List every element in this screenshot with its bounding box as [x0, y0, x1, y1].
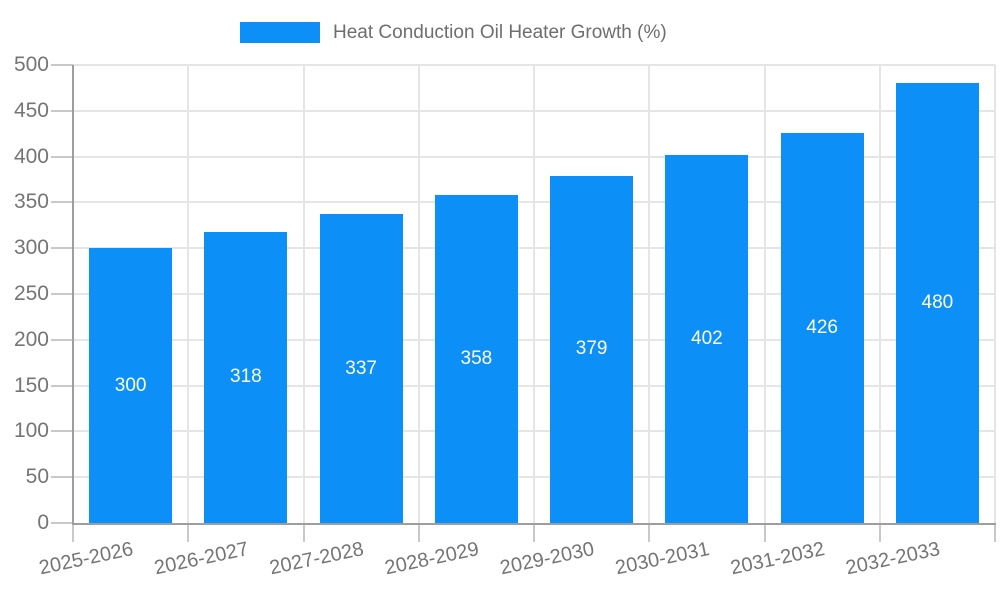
y-tick-label: 0 — [37, 511, 49, 534]
x-tick-mark — [994, 523, 996, 542]
y-tick-label: 250 — [13, 282, 49, 305]
x-tick-mark — [72, 523, 74, 542]
legend-swatch[interactable] — [240, 22, 320, 43]
x-tick-mark — [417, 523, 420, 542]
y-tick-label: 150 — [13, 373, 49, 397]
y-tick-label: 500 — [13, 53, 49, 76]
bar[interactable]: 300 — [89, 248, 173, 523]
bar-value-label: 300 — [114, 374, 147, 396]
y-axis-line — [72, 65, 74, 525]
bar-value-label: 337 — [345, 357, 377, 379]
gridline-vertical — [648, 65, 651, 523]
bar-value-label: 402 — [691, 327, 723, 349]
y-tick-label: 50 — [25, 465, 49, 489]
y-tick-mark — [51, 384, 73, 387]
y-tick-mark — [51, 201, 73, 204]
y-tick-mark — [51, 155, 73, 158]
gridline-vertical — [763, 65, 766, 523]
x-tick-mark — [878, 523, 881, 542]
legend-label: Heat Conduction Oil Heater Growth (%) — [333, 22, 667, 43]
y-tick-mark — [51, 338, 73, 341]
y-tick-mark — [51, 64, 73, 66]
x-axis-line — [72, 523, 996, 525]
x-tick-mark — [533, 523, 535, 542]
y-tick-mark — [51, 476, 73, 479]
plot-area: 300 318 337 358 379 402 426 480 — [73, 64, 996, 523]
bar[interactable]: 337 — [319, 214, 403, 523]
bar-value-label: 318 — [230, 366, 262, 388]
x-tick-mark — [763, 523, 766, 542]
y-tick-label: 400 — [13, 144, 49, 168]
bar[interactable]: 426 — [780, 132, 864, 523]
gridline-vertical — [994, 65, 996, 523]
y-tick-label: 350 — [13, 190, 49, 214]
x-tick-mark — [648, 523, 651, 542]
y-tick-label: 200 — [13, 327, 49, 351]
bar[interactable]: 480 — [895, 83, 979, 523]
legend[interactable]: Heat Conduction Oil Heater Growth (%) — [240, 22, 667, 43]
x-tick-mark — [187, 523, 190, 542]
bar-value-label: 480 — [921, 292, 954, 314]
y-tick-mark — [51, 109, 73, 112]
gridline-vertical — [878, 65, 881, 523]
bar[interactable]: 318 — [204, 231, 288, 523]
bar[interactable]: 379 — [550, 175, 634, 523]
x-tick-mark — [302, 523, 305, 542]
gridline-vertical — [187, 65, 190, 523]
bar[interactable]: 402 — [665, 154, 749, 523]
y-tick-label: 100 — [13, 419, 49, 443]
y-tick-mark — [51, 522, 73, 524]
gridline-vertical — [533, 65, 535, 523]
bar[interactable]: 358 — [434, 195, 518, 523]
y-tick-mark — [51, 293, 73, 295]
bar-value-label: 379 — [575, 338, 608, 360]
y-tick-label: 300 — [13, 236, 49, 260]
gridline-vertical — [302, 65, 305, 523]
bar-value-label: 358 — [460, 348, 493, 370]
bar-value-label: 426 — [806, 316, 838, 338]
y-tick-mark — [51, 430, 73, 433]
y-tick-mark — [51, 247, 73, 250]
y-tick-label: 450 — [13, 98, 49, 122]
gridline-vertical — [417, 65, 420, 523]
